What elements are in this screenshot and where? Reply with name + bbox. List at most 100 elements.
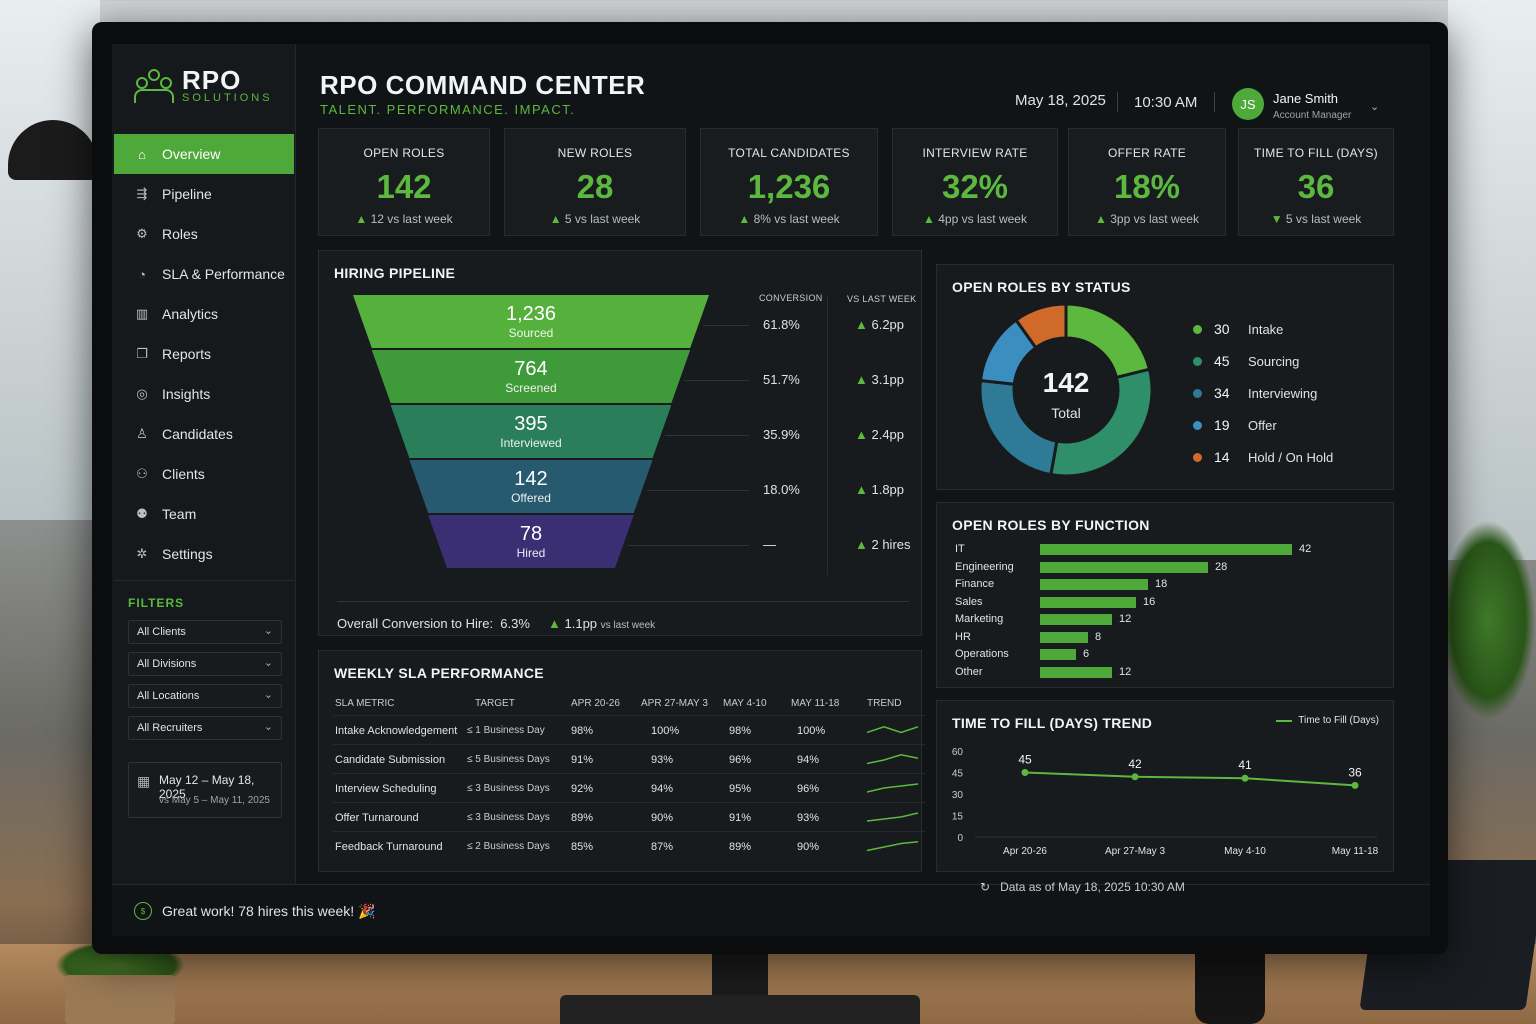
function-bar[interactable] [1040, 596, 1136, 608]
function-bar[interactable] [1040, 649, 1076, 660]
sla-value: 92% [571, 783, 594, 795]
funnel-stage-value: 1,236 [505, 303, 557, 325]
function-bar[interactable] [1040, 631, 1088, 643]
kpi-interview-rate[interactable]: INTERVIEW RATE 32% ▲ 4pp vs last week [892, 128, 1058, 236]
function-value: 12 [1119, 613, 1132, 625]
legend-item[interactable]: 14 Hold / On Hold [1193, 449, 1333, 465]
legend-item[interactable]: 19 Offer [1193, 417, 1277, 433]
kpi-value: 28 [576, 168, 614, 205]
legend-item[interactable]: 34 Interviewing [1193, 385, 1317, 401]
kpi-open-roles[interactable]: OPEN ROLES 142 ▲ 12 vs last week [318, 128, 490, 236]
table-row[interactable]: Interview Scheduling ≤ 3 Business Days 92%… [333, 773, 925, 801]
sla-value: 91% [571, 754, 594, 766]
chevron-down-icon: ⌄ [263, 721, 273, 733]
function-bar[interactable] [1040, 666, 1112, 678]
donut-slice[interactable] [1013, 302, 1068, 350]
filter-clients[interactable]: All Clients ⌄ [128, 620, 282, 644]
sidebar-item-settings[interactable]: ✲ Settings [114, 534, 294, 574]
sla-header-week3: MAY 4-10 [723, 698, 767, 709]
funnel-stage[interactable]: 395 Interviewed [390, 405, 672, 458]
function-label: Marketing [955, 613, 1004, 625]
status-donut [978, 302, 1154, 478]
function-bar[interactable] [1040, 544, 1292, 555]
kpi-new-roles[interactable]: NEW ROLES 28 ▲ 5 vs last week [504, 128, 686, 236]
filter-value: All Clients [137, 626, 186, 638]
funnel-stage[interactable]: 78 Hired [428, 515, 634, 568]
conversion-value: 51.7% [763, 372, 800, 387]
sparkline [866, 812, 919, 822]
sidebar-item-overview[interactable]: ⌂ Overview [114, 134, 294, 174]
conversion-value: 61.8% [763, 317, 800, 332]
chevron-down-icon[interactable]: ⌄ [1370, 101, 1380, 113]
logo[interactable]: RPO SOLUTIONS [134, 67, 273, 104]
y-tick-label: 15 [952, 812, 964, 823]
trend-data-label: 36 [1348, 765, 1362, 779]
user-name[interactable]: Jane Smith [1273, 91, 1339, 106]
vs-last-week-value: ▲ 2 hires [855, 537, 911, 552]
sidebar-item-analytics[interactable]: ▥ Analytics [114, 294, 294, 334]
sidebar-item-insights[interactable]: ◎ Insights [114, 374, 294, 414]
sla-value: 89% [571, 812, 594, 824]
sidebar-item-pipeline[interactable]: ⇶ Pipeline [114, 174, 294, 214]
table-row[interactable]: Offer Turnaround ≤ 3 Business Days 89% 90% 9… [333, 802, 925, 830]
legend-label: Intake [1248, 321, 1284, 337]
legend-label: Sourcing [1248, 353, 1300, 369]
header-date: May 18, 2025 [1015, 92, 1106, 109]
sla-metric: Interview Scheduling [335, 783, 437, 795]
sidebar-item-candidates[interactable]: ♙ Candidates [114, 414, 294, 454]
sidebar-item-team[interactable]: ⚉ Team [114, 494, 294, 534]
kpi-label: OPEN ROLES [363, 146, 445, 160]
up-arrow-icon: ▲ [855, 317, 872, 332]
data-as-of: ↻ Data as of May 18, 2025 10:30 AM [980, 880, 1185, 894]
function-value: 12 [1119, 665, 1132, 678]
coffee-mug [1195, 945, 1265, 1024]
donut-slice[interactable] [1049, 367, 1154, 478]
vs-last-week-value: ▲ 3.1pp [855, 372, 904, 387]
down-arrow-icon: ▼ [1270, 212, 1283, 226]
filter-divisions[interactable]: All Divisions ⌄ [128, 652, 282, 676]
sidebar-item-clients[interactable]: ⚇ Clients [114, 454, 294, 494]
table-row[interactable]: Intake Acknowledgement ≤ 1 Business Day 98… [333, 715, 925, 743]
sla-value: 98% [571, 725, 594, 737]
trend-point[interactable] [1241, 774, 1249, 782]
sla-value: 89% [729, 841, 752, 853]
refresh-icon[interactable]: ↻ [980, 880, 991, 894]
kpi-time-to-fill[interactable]: TIME TO FILL (DAYS) 36 ▼ 5 vs last week [1238, 128, 1394, 236]
sla-target: ≤ 1 Business Day [467, 725, 545, 736]
vs-last-week-header: VS LAST WEEK [847, 294, 917, 304]
sidebar-item-reports[interactable]: ❐ Reports [114, 334, 294, 374]
avatar[interactable]: JS [1232, 88, 1264, 120]
trend-title: TIME TO FILL (DAYS) TREND [952, 715, 1153, 731]
up-arrow-icon: ▲ [855, 372, 872, 387]
funnel-stage[interactable]: 1,236 Sourced [353, 295, 709, 348]
trend-point[interactable] [1131, 773, 1139, 781]
function-bar[interactable] [1040, 579, 1148, 590]
kpi-delta-text: 4pp vs last week [938, 212, 1027, 226]
trend-point[interactable] [1021, 769, 1029, 776]
sidebar-item-sla[interactable]: ◔ SLA & Performance [114, 254, 294, 294]
conversion-value: — [763, 537, 776, 552]
legend-item[interactable]: 30 Intake [1193, 321, 1283, 337]
filter-recruiters[interactable]: All Recruiters ⌄ [128, 716, 282, 740]
legend-item[interactable]: 45 Sourcing [1193, 353, 1299, 369]
function-bar[interactable] [1040, 561, 1208, 573]
funnel-stage[interactable]: 764 Screened [371, 350, 691, 403]
sla-metric: Feedback Turnaround [335, 841, 443, 853]
kpi-total-candidates[interactable]: TOTAL CANDIDATES 1,236 ▲ 8% vs last week [700, 128, 878, 236]
sla-icon: ◔ [138, 266, 146, 282]
table-row[interactable]: Candidate Submission ≤ 5 Business Days 91%… [333, 744, 925, 772]
x-tick-label: May 4-10 [1224, 846, 1266, 857]
kpi-label: TIME TO FILL (DAYS) [1254, 146, 1378, 160]
kpi-delta-text: 5 vs last week [564, 212, 641, 226]
function-bar[interactable] [1040, 614, 1112, 625]
funnel-stage[interactable]: 142 Offered [409, 460, 653, 513]
kpi-offer-rate[interactable]: OFFER RATE 18% ▲ 3pp vs last week [1068, 128, 1226, 236]
overall-conversion: Overall Conversion to Hire: 6.3% ▲ 1.1pp… [337, 616, 655, 631]
table-row[interactable]: Feedback Turnaround ≤ 2 Business Days 85% 8… [333, 831, 925, 859]
trend-point[interactable] [1351, 781, 1359, 789]
filter-locations[interactable]: All Locations ⌄ [128, 684, 282, 708]
up-arrow-icon: ▲ [548, 616, 561, 631]
sidebar-item-roles[interactable]: ⚙ Roles [114, 214, 294, 254]
date-range-picker[interactable]: ▦ May 12 – May 18, 2025 vs May 5 – May 1… [128, 762, 282, 818]
sidebar-nav: ⌂ Overview ⇶ Pipeline ⚙ Roles ◔ SLA & Perfor… [114, 134, 294, 574]
